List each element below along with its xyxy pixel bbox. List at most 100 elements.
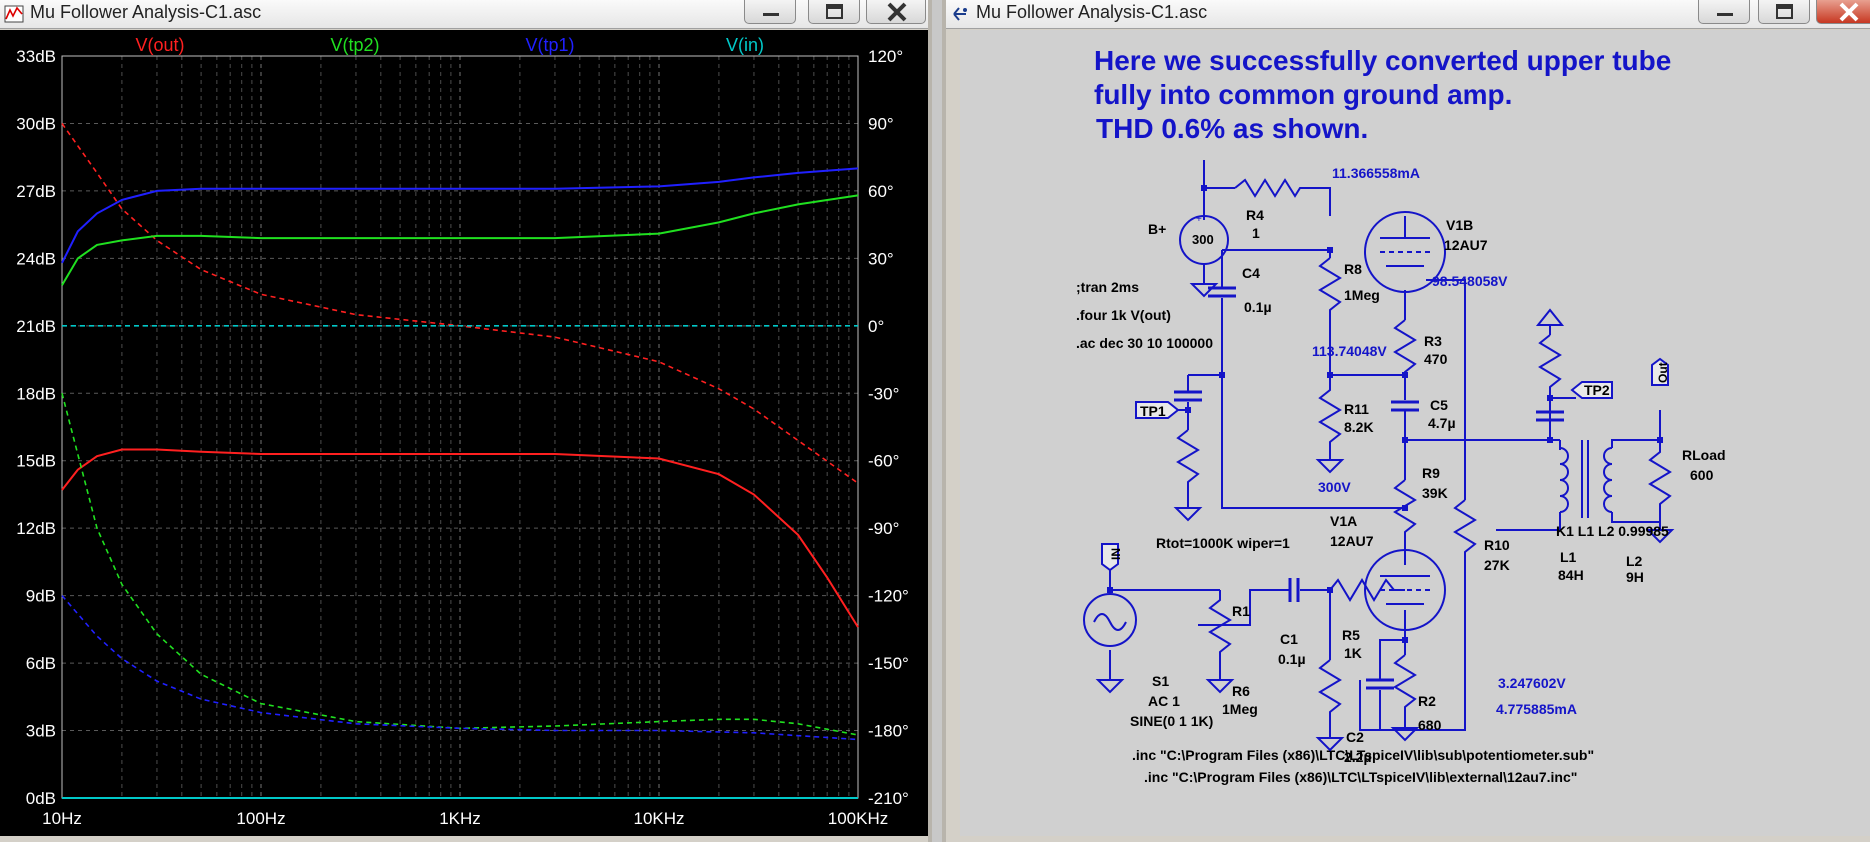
maximize-icon [826, 4, 843, 19]
y-right-tick-label: 0° [868, 317, 884, 336]
window-title: Mu Follower Analysis-C1.asc [30, 2, 262, 22]
maximize-button[interactable] [808, 0, 860, 24]
plot-legend: V(out) V(tp2) V(tp1) V(in) [135, 35, 764, 55]
svg-text:L1: L1 [1560, 549, 1577, 565]
svg-text:K1 L1 L2 0.99985: K1 L1 L2 0.99985 [1556, 523, 1669, 539]
bode-plot-pane[interactable]: 0dB 3dB 6dB 9dB 12dB 15dB 18dB 21dB 24dB 27dB 30dB… [0, 30, 928, 836]
svg-text:R1: R1 [1232, 603, 1250, 619]
svg-text:113.74048V: 113.74048V [1312, 343, 1387, 359]
svg-text:R8: R8 [1344, 261, 1362, 277]
y-left-tick-label: 9dB [26, 587, 56, 606]
minimize-icon [763, 13, 779, 16]
svg-text:TP1: TP1 [1140, 403, 1166, 419]
svg-text:IN: IN [1109, 548, 1123, 560]
plot-grid [61, 55, 859, 799]
plot-series [61, 123, 859, 799]
svg-text:1Meg: 1Meg [1344, 287, 1380, 303]
y-left-tick-label: 33dB [16, 47, 56, 66]
plot-ticks: 0dB 3dB 6dB 9dB 12dB 15dB 18dB 21dB 24dB 27dB 30dB… [16, 47, 909, 828]
y-left-tick-label: 24dB [16, 249, 56, 268]
flag-out[interactable]: Out [1651, 357, 1670, 386]
y-left-tick-label: 0dB [26, 789, 56, 808]
x-tick-label: 10Hz [42, 809, 82, 828]
x-tick-label: 1KHz [439, 809, 481, 828]
y-left-tick-label: 15dB [16, 452, 56, 471]
svg-text:SINE(0 1 1K): SINE(0 1 1K) [1130, 713, 1213, 729]
y-right-tick-label: -90° [868, 519, 899, 538]
series-phase-V(out) [61, 123, 859, 484]
svg-text:9H: 9H [1626, 569, 1644, 585]
svg-text:12AU7: 12AU7 [1444, 237, 1488, 253]
svg-text:L2: L2 [1626, 553, 1643, 569]
bplus-source[interactable]: 300 + B+ [1148, 214, 1229, 265]
minimize-icon [1717, 13, 1733, 16]
svg-text:Out: Out [1656, 362, 1670, 383]
minimize-button[interactable] [1698, 0, 1750, 24]
legend-entry: V(in) [726, 35, 764, 55]
y-left-tick-label: 21dB [16, 317, 56, 336]
x-tick-label: 100Hz [236, 809, 285, 828]
svg-text:R2: R2 [1418, 693, 1436, 709]
close-icon [887, 2, 907, 22]
include-12au7[interactable]: .inc "C:\Program Files (x86)\LTC\LTspice… [1144, 769, 1577, 785]
svg-text:11.366558mA: 11.366558mA [1332, 165, 1420, 181]
svg-text:680: 680 [1418, 717, 1442, 733]
schematic-canvas[interactable]: Here we successfully converted upper tub… [960, 30, 1870, 836]
y-right-tick-label: -180° [868, 722, 909, 741]
svg-text:C1: C1 [1280, 631, 1298, 647]
svg-text:600: 600 [1690, 467, 1714, 483]
series-phase-V(tp1) [61, 595, 859, 741]
include-potentiometer[interactable]: .inc "C:\Program Files (x86)\LTC\LTspice… [1132, 747, 1594, 763]
svg-text:R10: R10 [1484, 537, 1510, 553]
svg-text:84H: 84H [1558, 567, 1584, 583]
input-source[interactable] [1083, 593, 1137, 647]
tube-v1b[interactable] [1364, 211, 1446, 293]
close-button[interactable] [1816, 0, 1870, 24]
svg-text:27K: 27K [1484, 557, 1510, 573]
bplus-label: B+ [1148, 221, 1166, 237]
schematic-icon [953, 7, 967, 21]
svg-text:C2: C2 [1346, 729, 1364, 745]
waveform-titlebar[interactable]: Mu Follower Analysis-C1.asc [0, 0, 928, 29]
svg-text:RLoad: RLoad [1682, 447, 1726, 463]
svg-text:1: 1 [1252, 225, 1260, 241]
junctions [1107, 185, 1663, 643]
y-left-tick-label: 6dB [26, 654, 56, 673]
close-button[interactable] [866, 0, 926, 24]
flag-in[interactable]: IN [1101, 543, 1123, 572]
svg-text:R11: R11 [1344, 401, 1369, 417]
tube-v1a[interactable] [1364, 549, 1446, 631]
series-magnitude-V(out) [61, 448, 859, 628]
schematic-window: Mu Follower Analysis-C1.asc Here we succ… [942, 0, 1870, 842]
svg-text:R5: R5 [1342, 627, 1360, 643]
svg-text:98.548058V: 98.548058V [1432, 273, 1508, 289]
x-tick-label: 10KHz [633, 809, 684, 828]
y-right-tick-label: -210° [868, 789, 909, 808]
svg-text:V1A: V1A [1330, 513, 1357, 529]
directive-ac[interactable]: .ac dec 30 10 100000 [1076, 335, 1213, 351]
svg-text:0.1µ: 0.1µ [1244, 299, 1272, 315]
svg-text:12AU7: 12AU7 [1330, 533, 1374, 549]
svg-text:C5: C5 [1430, 397, 1448, 413]
y-right-tick-label: 90° [868, 114, 894, 133]
svg-text:R4: R4 [1246, 207, 1264, 223]
flag-tp2[interactable]: TP2 [1570, 381, 1613, 399]
flag-tp1[interactable]: TP1 [1135, 401, 1180, 419]
svg-text:0.1µ: 0.1µ [1278, 651, 1306, 667]
svg-text:+: + [1196, 214, 1202, 225]
directive-tran[interactable]: ;tran 2ms [1076, 279, 1139, 295]
y-left-tick-label: 18dB [16, 384, 56, 403]
bode-plot: 0dB 3dB 6dB 9dB 12dB 15dB 18dB 21dB 24dB 27dB 30dB… [16, 35, 909, 828]
svg-text:AC 1: AC 1 [1148, 693, 1180, 709]
close-icon [1839, 2, 1859, 22]
schematic-titlebar[interactable]: Mu Follower Analysis-C1.asc [946, 0, 1870, 29]
svg-text:3.247602V: 3.247602V [1498, 675, 1566, 691]
svg-text:R3: R3 [1424, 333, 1442, 349]
y-right-tick-label: 30° [868, 249, 894, 268]
maximize-button[interactable] [1758, 0, 1810, 24]
svg-text:4.775885mA: 4.775885mA [1496, 701, 1577, 717]
directive-four[interactable]: .four 1k V(out) [1076, 307, 1171, 323]
y-left-tick-label: 12dB [16, 519, 56, 538]
x-tick-label: 100KHz [828, 809, 888, 828]
minimize-button[interactable] [744, 0, 796, 24]
